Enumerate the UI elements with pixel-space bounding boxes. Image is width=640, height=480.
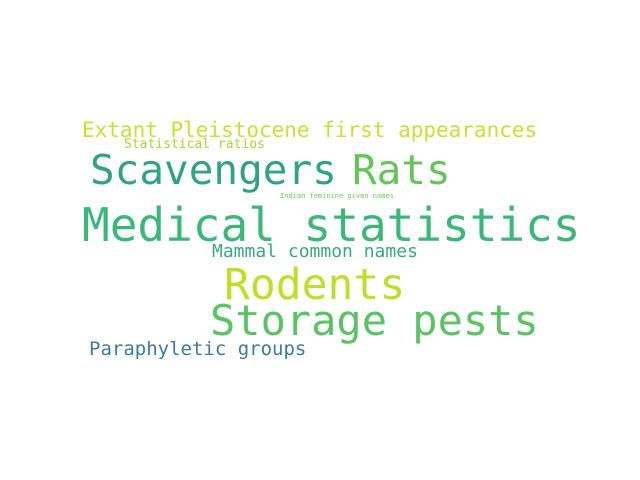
word-paraphyletic-groups: Paraphyletic groups — [89, 338, 307, 360]
word-medical-statistics: Medical statistics — [82, 198, 581, 252]
word-statistical-ratios: Statistical ratios — [124, 137, 265, 152]
word-storage-pests: Storage pests — [210, 296, 539, 345]
word-rats: Rats — [352, 146, 451, 194]
word-extant-pleistocene-first-appearances: Extant Pleistocene first appearances — [82, 118, 538, 142]
word-indian-feminine-given-names: Indian feminine given names — [280, 192, 394, 200]
word-mammal-common-names: Mammal common names — [212, 241, 418, 262]
word-scavengers: Scavengers — [90, 146, 337, 194]
word-rodents: Rodents — [224, 260, 406, 310]
